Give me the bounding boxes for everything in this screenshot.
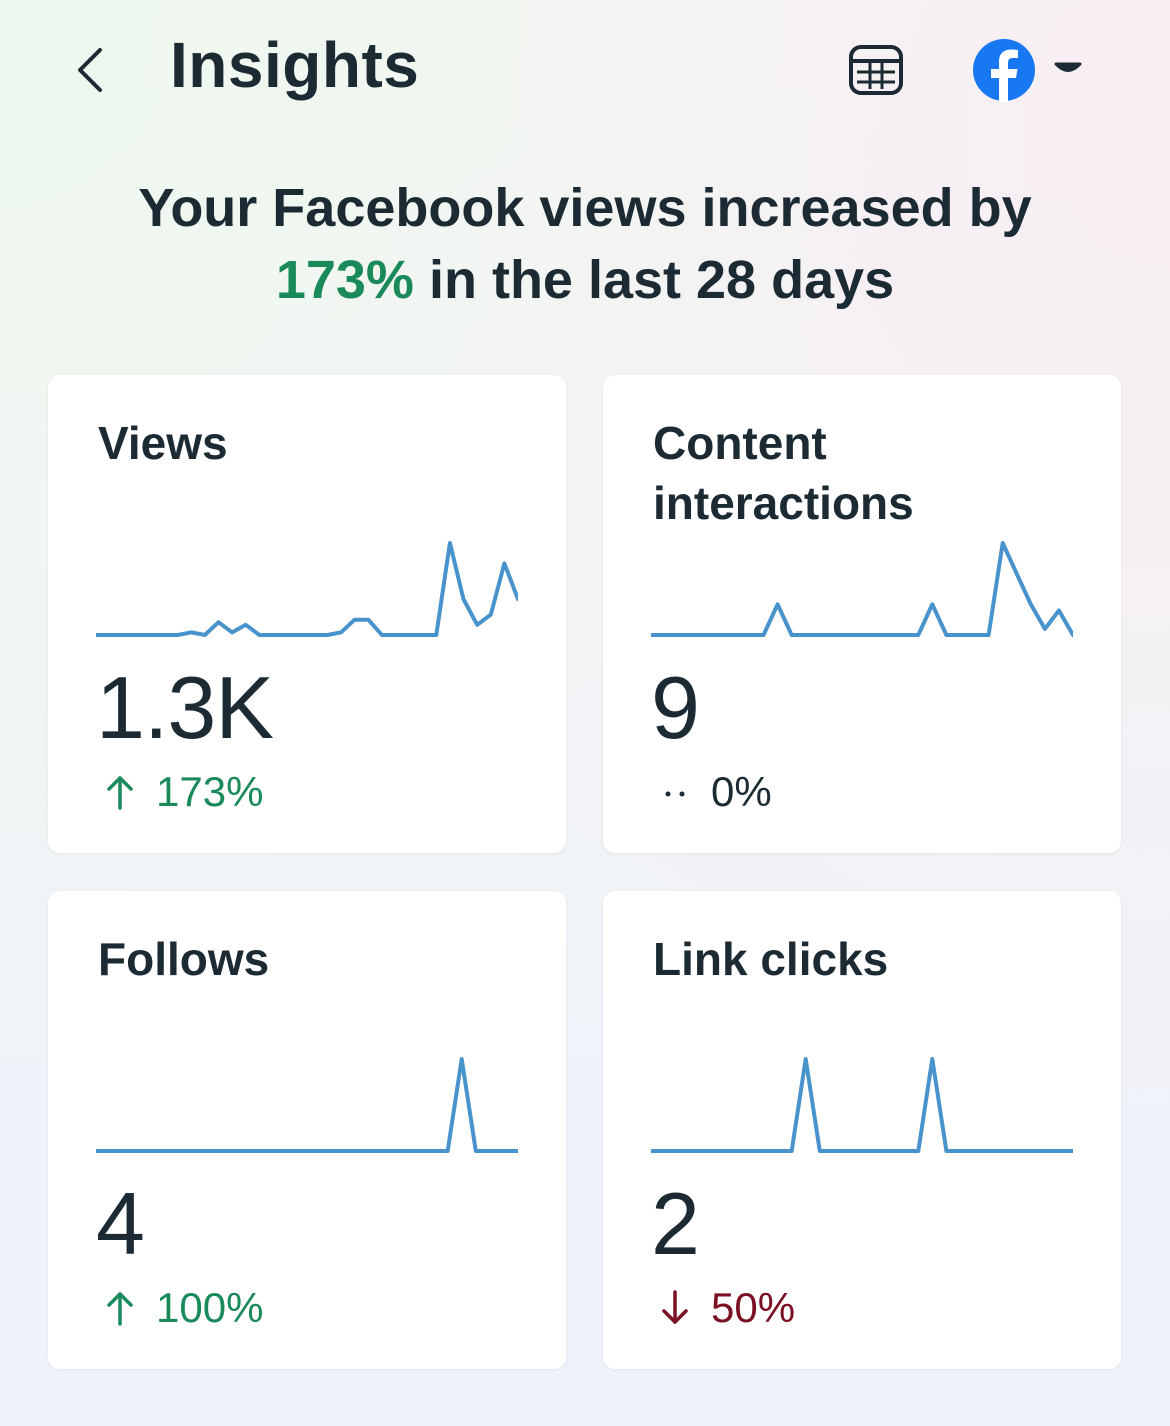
caret-down-icon: [1052, 54, 1084, 86]
sparkline-chart: [96, 541, 518, 637]
back-button[interactable]: [62, 40, 118, 100]
card-views[interactable]: Views 1.3K 173%: [48, 375, 566, 853]
metric-value: 1.3K: [96, 658, 274, 757]
sparkline-line: [96, 541, 518, 637]
card-content-interactions[interactable]: Content interactions 9 0%: [603, 375, 1121, 853]
arrow-up-icon: [102, 772, 138, 812]
arrow-up-icon: [102, 1288, 138, 1328]
views-summary: Your Facebook views increased by 173% in…: [40, 172, 1130, 316]
sparkline-line: [651, 1057, 1073, 1153]
table-icon: [849, 45, 903, 95]
metric-change: 100%: [102, 1283, 263, 1333]
summary-highlight: 173%: [275, 250, 414, 310]
card-title: Views: [98, 417, 228, 469]
change-percent: 100%: [156, 1284, 264, 1331]
summary-prefix: Your Facebook views increased by: [138, 178, 1032, 238]
card-follows[interactable]: Follows 4 100%: [48, 891, 566, 1369]
change-percent: 0%: [711, 768, 772, 815]
sparkline-chart: [96, 1057, 518, 1153]
page-title: Insights: [170, 29, 420, 101]
chevron-left-icon: [78, 48, 102, 92]
arrow-down-icon: [657, 1288, 693, 1328]
sparkline-line: [651, 541, 1073, 637]
change-percent: 173%: [156, 768, 264, 815]
metric-value: 9: [651, 658, 700, 757]
card-title: Link clicks: [653, 933, 889, 985]
metric-change: 50%: [657, 1283, 795, 1333]
metric-value: 4: [96, 1174, 145, 1273]
account-switcher[interactable]: [968, 34, 1098, 106]
change-percent: 50%: [711, 1284, 796, 1331]
summary-suffix: in the last 28 days: [428, 250, 895, 310]
top-bar: Insights: [0, 0, 1170, 140]
card-title: Follows: [98, 933, 270, 985]
facebook-icon: [968, 34, 1040, 106]
sparkline-line: [96, 1057, 518, 1153]
metric-change: 173%: [102, 767, 263, 817]
sparkline-chart: [651, 541, 1073, 637]
card-link-clicks[interactable]: Link clicks 2 50%: [603, 891, 1121, 1369]
metric-value: 2: [651, 1174, 700, 1273]
sparkline-chart: [651, 1057, 1073, 1153]
metric-change: 0%: [657, 767, 772, 817]
export-table-button[interactable]: [840, 36, 912, 104]
card-title: Content interactions: [653, 417, 914, 529]
dots-icon: [657, 772, 693, 812]
